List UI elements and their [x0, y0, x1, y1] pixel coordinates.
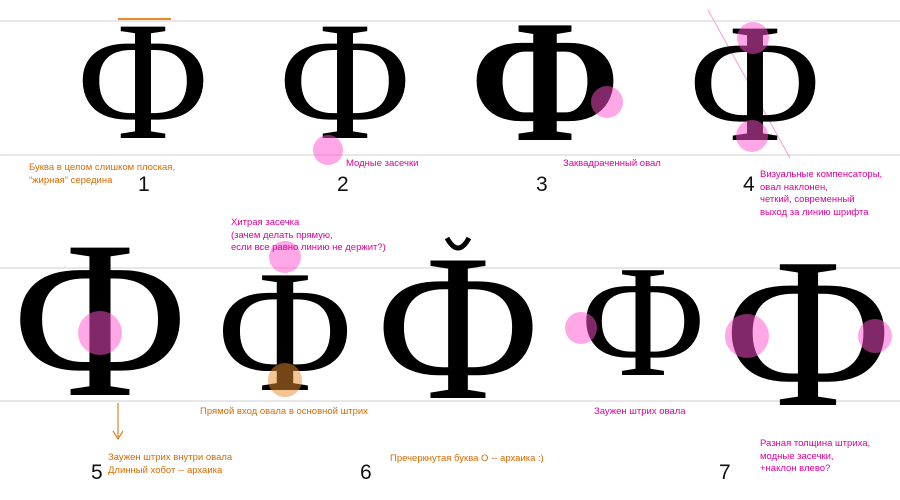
- highlight-serif-6: [269, 241, 301, 273]
- glyph-7a: Ф: [580, 232, 706, 410]
- slant-guide-line: [707, 9, 791, 159]
- highlight-left-7b: [725, 314, 769, 358]
- highlight-bottom-4: [736, 120, 768, 152]
- variant-number-4: 4: [743, 173, 755, 196]
- glyph-variant-1: Ф: [76, 0, 210, 175]
- glyph-variant-2: Ф: [278, 0, 412, 175]
- guide-lines: [0, 20, 900, 402]
- glyph-variant-6b: Ф: [375, 212, 541, 444]
- glyph-3: Ф: [470, 0, 620, 178]
- highlight-circles: [78, 22, 892, 397]
- top-serif-marker: [118, 18, 171, 20]
- variant-number-5: 5: [91, 461, 103, 484]
- note-variant-3: Заквадраченный овал: [563, 158, 661, 169]
- note-variant-6-extra: Пречеркнутая буква О -- архаика :): [390, 453, 544, 464]
- variant-number-6: 6: [360, 461, 372, 484]
- note-variant-4: Визуальные компенсаторы, овал наклонен, …: [760, 169, 883, 218]
- note-variant-7-right: Разная толщина штриха, модные засечки, +…: [760, 438, 871, 474]
- curved-serif-mark: [444, 236, 472, 251]
- variant-number-2: 2: [337, 173, 349, 196]
- note-variant-1: Буква в целом слишком плоская, “жирная” …: [29, 162, 176, 186]
- variant-number-1: 1: [138, 173, 150, 196]
- glyph-2: Ф: [278, 0, 412, 175]
- highlight-right-7b: [858, 319, 892, 353]
- glyph-1: Ф: [76, 0, 210, 175]
- highlight-oval-3: [591, 86, 623, 118]
- variant-number-3: 3: [536, 173, 548, 196]
- highlight-top-4: [737, 22, 769, 54]
- glyph-variant-3: Ф: [470, 0, 620, 178]
- note-variant-5: Заужен штрих внутри овала Длинный хобот …: [108, 452, 233, 476]
- note-variant-6-top: Хитрая засечка (зачем делать прямую, есл…: [231, 217, 386, 253]
- highlight-serif-2: [313, 135, 343, 165]
- highlight-oval-7a: [565, 312, 597, 344]
- highlight-stroke-5: [78, 311, 122, 355]
- highlight-entry-6: [268, 363, 302, 397]
- glyph-variant-7a: Ф: [580, 232, 706, 410]
- glyph-6b: Ф: [375, 212, 541, 444]
- variant-number-7: 7: [719, 461, 731, 484]
- note-variant-2: Модные засечки: [346, 158, 419, 169]
- note-variant-6-bottom: Прямой вход овала в основной штрих: [200, 406, 368, 417]
- note-variant-7-mid: Заужен штрих овала: [594, 406, 686, 417]
- down-arrow-icon: [112, 430, 124, 440]
